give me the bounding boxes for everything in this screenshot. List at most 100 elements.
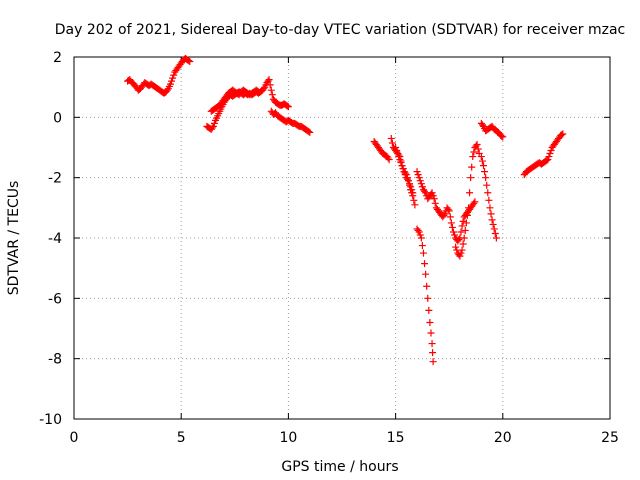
data-point [169, 74, 177, 82]
data-point [399, 165, 407, 173]
data-point [477, 153, 485, 161]
data-point [185, 57, 193, 65]
data-point [446, 213, 454, 221]
data-point [558, 131, 566, 139]
data-point [426, 318, 434, 326]
data-point [422, 189, 430, 197]
x-tick-label: 10 [279, 430, 297, 446]
data-point [401, 171, 409, 179]
data-point [462, 219, 470, 227]
data-point [470, 148, 478, 156]
data-point [408, 186, 416, 194]
data-point [431, 199, 439, 207]
series-arc12 [477, 119, 507, 141]
data-point [393, 147, 401, 155]
data-point [440, 211, 448, 219]
y-tick-label: -2 [48, 171, 62, 187]
y-tick-labels: -10 -8 -6 -4 -2 0 2 [39, 50, 62, 428]
data-point [260, 85, 268, 93]
series-arc8 [413, 168, 479, 245]
data-point [387, 134, 395, 142]
data-point [397, 159, 405, 167]
series-arc5 [370, 137, 393, 164]
data-point [284, 103, 292, 111]
data-point [306, 128, 314, 136]
x-tick-label: 25 [601, 430, 619, 446]
data-point [473, 140, 481, 148]
data-point [410, 196, 418, 204]
series-arc4 [267, 107, 314, 136]
data-point [422, 270, 430, 278]
data-point [419, 249, 427, 257]
data-point [464, 204, 472, 212]
data-point [409, 189, 417, 197]
data-point [447, 219, 455, 227]
data-point [385, 156, 393, 164]
data-point [429, 349, 437, 357]
data-point [498, 132, 506, 140]
y-tick-label: -8 [48, 352, 62, 368]
data-point [491, 229, 499, 237]
data-point [417, 180, 425, 188]
data-point [451, 231, 459, 239]
y-tick-label: -6 [48, 291, 62, 307]
data-point [268, 91, 276, 99]
series-arc3 [207, 86, 262, 115]
data-point [424, 294, 432, 302]
data-point [208, 124, 216, 132]
data-point [482, 174, 490, 182]
data-point [423, 282, 431, 290]
data-point [481, 168, 489, 176]
data-point [444, 205, 452, 213]
data-point [254, 88, 262, 96]
data-point [418, 242, 426, 250]
data-point [478, 157, 486, 165]
data-point [544, 156, 552, 164]
data-point [428, 340, 436, 348]
data-point [427, 329, 435, 337]
y-tick-label: -4 [48, 231, 62, 247]
data-point [490, 225, 498, 233]
data-point [415, 228, 423, 236]
chart-title: Day 202 of 2021, Sidereal Day-to-day VTE… [55, 22, 625, 38]
data-point [398, 162, 406, 170]
data-point [474, 145, 482, 153]
data-point [448, 223, 456, 231]
data-point [411, 201, 419, 209]
data-point [458, 246, 466, 254]
y-axis-label: SDTVAR / TECUs [6, 181, 22, 296]
x-tick-label: 15 [387, 430, 405, 446]
data-point [384, 154, 392, 162]
data-point [403, 175, 411, 183]
data-point [545, 153, 553, 161]
series-arc9 [413, 225, 437, 366]
data-point [485, 196, 493, 204]
y-tick-label: 0 [53, 110, 62, 126]
data-point [471, 198, 479, 206]
data-point [457, 228, 465, 236]
data-point [425, 306, 433, 314]
data-point [469, 153, 477, 161]
data-point [484, 189, 492, 197]
data-point [489, 220, 497, 228]
x-tick-label: 0 [70, 430, 79, 446]
data-point [547, 147, 555, 155]
data-point [480, 162, 488, 170]
data-point [163, 86, 171, 94]
data-point [499, 133, 507, 141]
x-axis-label: GPS time / hours [281, 459, 398, 475]
data-point [429, 358, 437, 366]
x-tick-label: 20 [494, 430, 512, 446]
data-point [460, 234, 468, 242]
data-point [441, 210, 449, 218]
data-point [415, 174, 423, 182]
data-point [457, 249, 465, 257]
data-point [418, 183, 426, 191]
data-point [267, 86, 275, 94]
data-point [543, 156, 551, 164]
data-point [456, 252, 464, 260]
data-point [449, 228, 457, 236]
data-point [416, 231, 424, 239]
data-point [487, 210, 495, 218]
